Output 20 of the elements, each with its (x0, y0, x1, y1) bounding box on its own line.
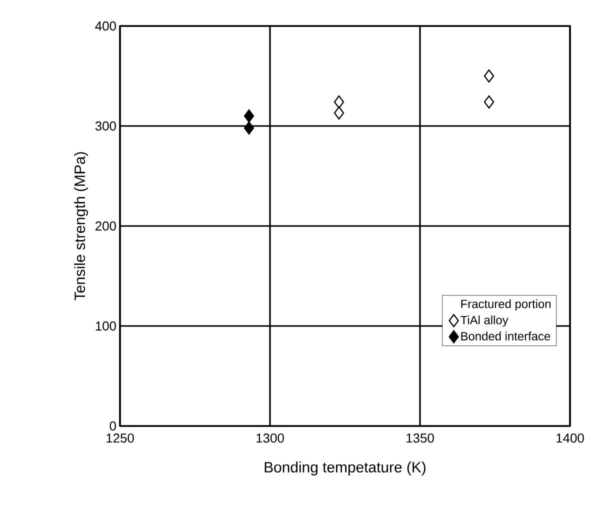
x-tick-label: 1250 (106, 434, 134, 443)
x-tick-label: 1300 (256, 434, 284, 443)
point (244, 121, 254, 135)
legend-title: Fractured portion (461, 299, 551, 311)
legend-label: Bonded interface (461, 332, 550, 340)
point (484, 95, 494, 109)
point (244, 109, 254, 123)
point (334, 106, 344, 120)
point (334, 95, 344, 109)
y-axis-title: Tensile strength (MPa) (74, 152, 88, 300)
y-tick-label: 0 (110, 421, 116, 431)
y-tick-label: 300 (95, 121, 116, 131)
x-tick-label: 1400 (556, 434, 584, 443)
y-tick-label: 200 (96, 221, 116, 231)
point (484, 69, 494, 83)
y-tick-label: 400 (95, 21, 116, 31)
x-axis-title: Bonding tempetature (K) (264, 462, 426, 476)
legend-label: TiAl alloy (460, 316, 508, 327)
x-tick-label: 1350 (406, 434, 434, 443)
y-tick-label: 100 (96, 321, 116, 331)
